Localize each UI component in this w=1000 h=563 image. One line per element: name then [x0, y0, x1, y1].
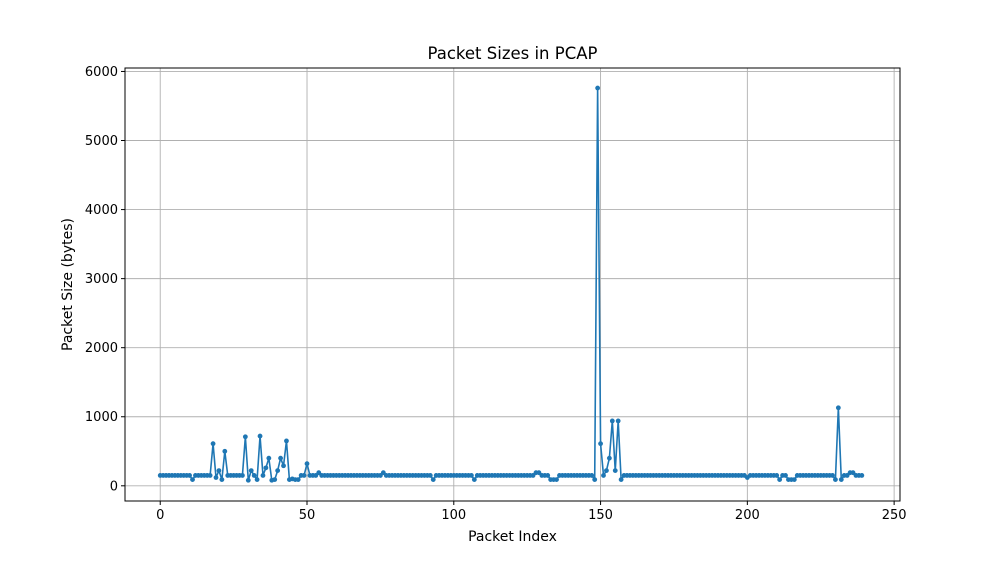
data-point: [601, 473, 606, 478]
data-point: [190, 477, 195, 482]
data-point: [301, 473, 307, 478]
data-point: [604, 468, 609, 474]
data-point: [430, 477, 436, 482]
data-point: [245, 477, 251, 483]
chart-title: Packet Sizes in PCAP: [428, 44, 598, 63]
data-point: [791, 477, 797, 482]
data-point: [615, 418, 621, 424]
data-point: [783, 473, 788, 478]
data-point: [592, 477, 598, 482]
data-point: [835, 405, 841, 411]
series-line: [160, 87, 862, 482]
data-point: [471, 477, 477, 482]
data-point: [606, 455, 612, 461]
x-tick-label: 50: [299, 508, 316, 523]
x-axis-label: Packet Index: [468, 529, 557, 545]
data-point: [589, 473, 595, 478]
plot-area-frame: [124, 67, 901, 502]
data-point: [278, 455, 283, 461]
data-point: [469, 473, 474, 478]
data-point: [304, 461, 310, 467]
y-tick-label: 6000: [85, 65, 118, 80]
data-point: [207, 473, 213, 478]
data-point: [609, 418, 615, 424]
data-point: [242, 434, 248, 440]
y-tick-label: 1000: [85, 410, 118, 425]
data-point: [222, 448, 228, 454]
y-tick-label: 3000: [85, 272, 118, 287]
x-tick-label: 200: [735, 508, 760, 523]
y-tick-label: 4000: [85, 203, 118, 218]
grid-lines: [125, 68, 900, 501]
data-point: [545, 473, 551, 478]
series-packet-sizes: [157, 85, 865, 483]
axis-ticks: 0 50 100 150 200 250 0 1000 2000 3000 4000 5000 6000: [85, 65, 907, 523]
data-point: [254, 477, 260, 482]
data-point: [260, 473, 266, 478]
data-point: [216, 468, 222, 474]
data-point: [240, 473, 245, 478]
data-point: [248, 468, 254, 474]
y-axis-label: Packet Size (bytes): [60, 218, 76, 351]
data-point: [838, 477, 844, 482]
data-point: [251, 473, 257, 478]
data-point: [281, 463, 286, 469]
x-tick-label: 0: [156, 508, 164, 523]
data-point: [427, 473, 433, 478]
x-tick-label: 100: [441, 508, 466, 523]
y-tick-label: 0: [110, 479, 118, 494]
data-point: [774, 473, 780, 478]
data-point: [833, 477, 838, 482]
data-point: [257, 433, 263, 439]
data-point: [275, 468, 281, 474]
x-tick-label: 150: [588, 508, 613, 523]
data-point: [187, 473, 192, 478]
data-point: [295, 477, 301, 482]
data-point: [598, 441, 603, 447]
data-point: [284, 438, 289, 444]
data-point: [266, 455, 272, 461]
y-tick-label: 5000: [85, 134, 118, 149]
data-point: [618, 477, 624, 482]
data-point: [263, 465, 269, 471]
data-point: [859, 473, 865, 478]
x-tick-label: 250: [882, 508, 907, 523]
data-point: [213, 475, 219, 480]
data-point: [219, 477, 225, 482]
data-point: [554, 477, 559, 482]
data-point: [612, 468, 618, 474]
y-tick-label: 2000: [85, 341, 118, 356]
data-point: [595, 85, 601, 91]
data-point: [777, 477, 783, 482]
data-point: [272, 477, 278, 482]
data-point: [830, 473, 835, 478]
data-point: [210, 441, 216, 447]
